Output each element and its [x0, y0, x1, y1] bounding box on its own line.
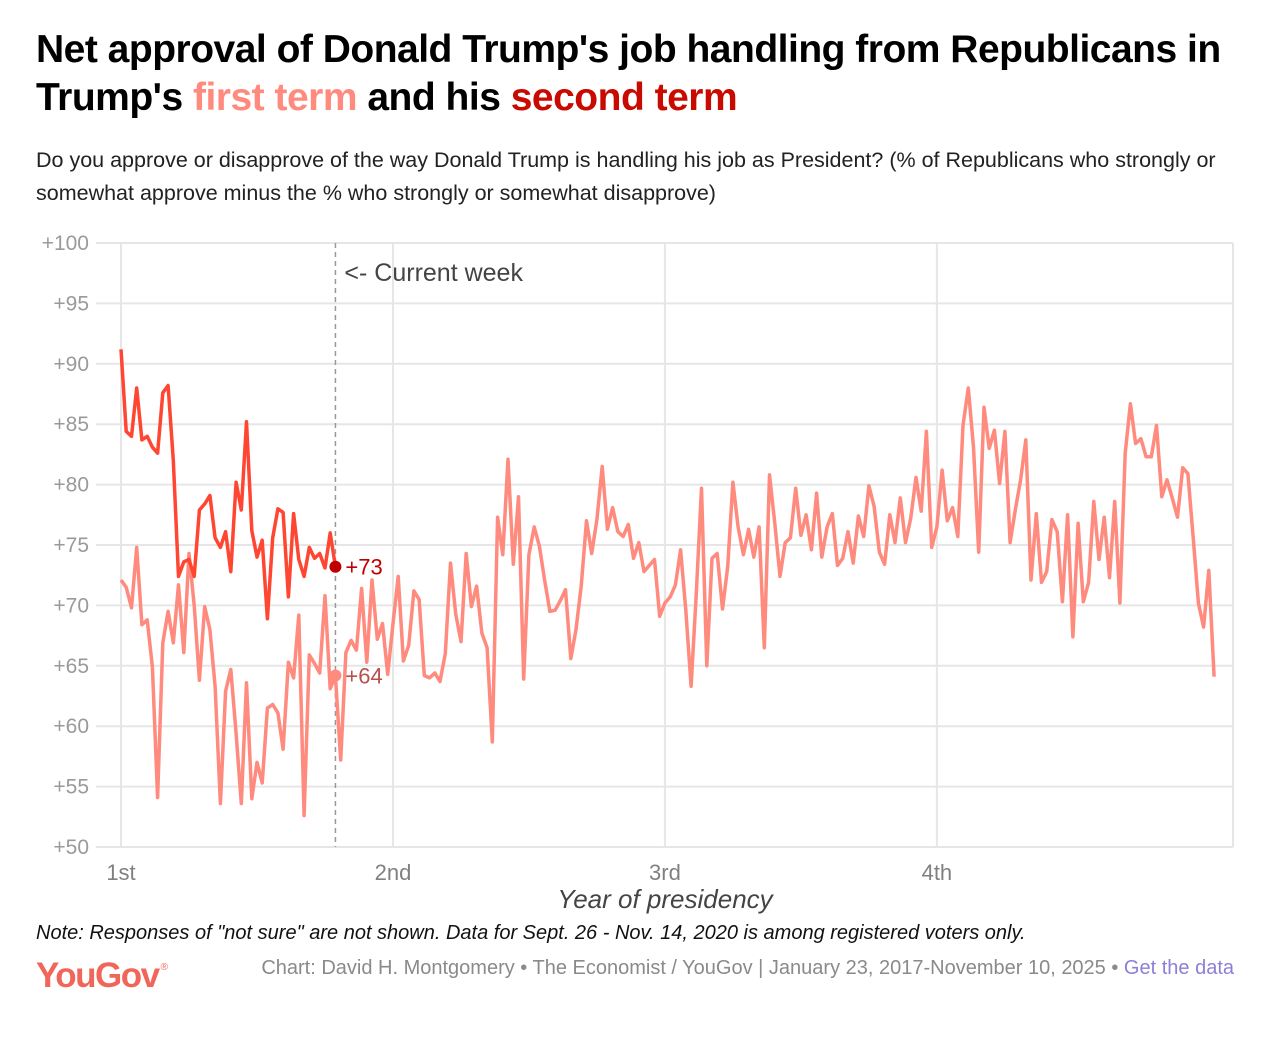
- logo-text: YouGov: [36, 956, 160, 995]
- y-tick-label: +75: [53, 534, 89, 557]
- y-tick-label: +90: [53, 353, 89, 376]
- y-tick-label: +65: [53, 655, 89, 678]
- x-tick-label: 4th: [922, 860, 953, 885]
- y-tick-label: +60: [53, 715, 89, 738]
- end-labels: +64 +73: [329, 555, 383, 688]
- first-term-line: [119, 386, 1216, 818]
- x-axis-ticks: 1st 2nd 3rd 4th: [106, 860, 952, 885]
- second-term-end-label: +73: [345, 555, 382, 580]
- y-tick-label: +55: [53, 776, 89, 799]
- x-axis-title: Year of presidency: [557, 884, 773, 914]
- credit-text: Chart: David H. Montgomery • The Economi…: [261, 957, 1124, 979]
- first-term-end-dot: [329, 669, 342, 682]
- x-tick-label: 3rd: [649, 860, 681, 885]
- current-week-annotation: <- Current week: [334, 243, 523, 847]
- y-tick-label: +70: [53, 594, 89, 617]
- title-second-term: second term: [510, 76, 738, 119]
- x-tick-label: 2nd: [375, 860, 412, 885]
- first-term-end-label: +64: [345, 663, 382, 688]
- y-tick-label: +100: [42, 232, 89, 255]
- title-text: Net approval of Donald Trump's job handl…: [36, 28, 1221, 119]
- chart-credit: Chart: David H. Montgomery • The Economi…: [204, 956, 1234, 980]
- y-axis-ticks: +50 +55 +60 +65 +70 +75 +80 +85 +90 +95 +100: [42, 232, 89, 859]
- yougov-logo: YouGov ®: [36, 956, 168, 996]
- y-tick-label: +95: [53, 292, 89, 315]
- x-tick-label: 1st: [106, 860, 135, 885]
- gridlines: [96, 242, 1234, 848]
- second-term-line: [119, 349, 338, 621]
- series-lines: [119, 349, 1216, 818]
- chart-note: Note: Responses of "not sure" are not sh…: [36, 922, 1026, 944]
- title-first-term: first term: [192, 76, 358, 119]
- y-tick-label: +50: [53, 836, 89, 859]
- y-tick-label: +85: [53, 413, 89, 436]
- current-week-label: <- Current week: [344, 259, 523, 287]
- title-text-2: and his: [357, 76, 511, 119]
- registered-mark-icon: ®: [160, 962, 168, 973]
- y-tick-label: +80: [53, 474, 89, 497]
- get-the-data-link[interactable]: Get the data: [1123, 957, 1234, 979]
- chart-subtitle: Do you approve or disapprove of the way …: [36, 148, 1216, 205]
- chart-title: Net approval of Donald Trump's job handl…: [36, 26, 1256, 122]
- second-term-end-dot: [329, 560, 342, 573]
